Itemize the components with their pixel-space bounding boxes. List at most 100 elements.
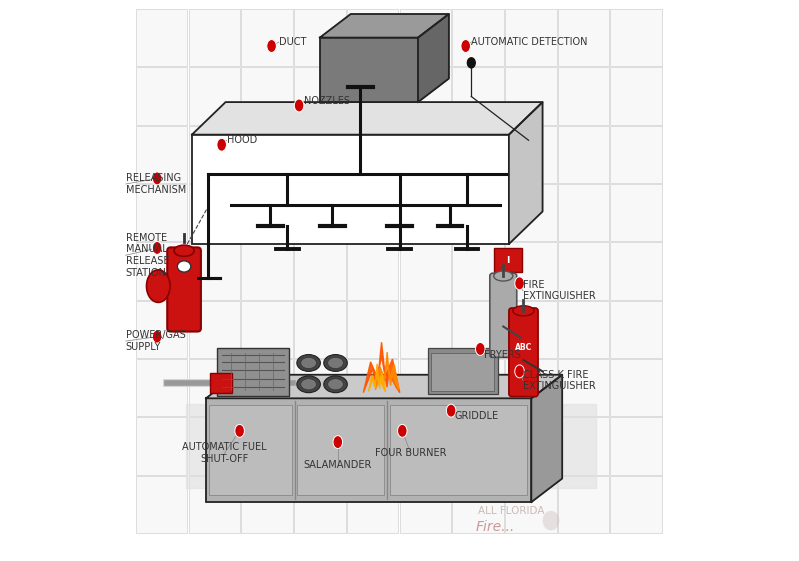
Bar [558, 126, 610, 183]
Bar [452, 126, 504, 183]
Ellipse shape [515, 365, 524, 378]
Bar [400, 67, 451, 125]
Text: ALL FLORIDA: ALL FLORIDA [478, 505, 545, 516]
Bar [347, 301, 399, 358]
Bar [347, 242, 399, 300]
Bar [189, 242, 240, 300]
Text: GRIDDLE: GRIDDLE [455, 411, 499, 421]
Bar [347, 476, 399, 533]
Ellipse shape [543, 511, 559, 531]
Text: FOUR BURNER: FOUR BURNER [375, 448, 447, 458]
Bar [189, 417, 240, 475]
Text: POWER/GAS
SUPPLY: POWER/GAS SUPPLY [125, 330, 185, 352]
Bar [400, 359, 451, 416]
Bar [294, 359, 346, 416]
Bar [294, 417, 346, 475]
Ellipse shape [235, 424, 244, 438]
Bar [610, 67, 662, 125]
Bar [136, 67, 188, 125]
Text: CLASS K FIRE
EXTINGUISHER: CLASS K FIRE EXTINGUISHER [523, 370, 596, 391]
Bar [241, 184, 293, 241]
Ellipse shape [300, 379, 316, 390]
Bar [189, 359, 240, 416]
Polygon shape [509, 102, 543, 244]
Bar [610, 417, 662, 475]
Bar [400, 184, 451, 241]
Polygon shape [376, 352, 399, 390]
Bar [505, 242, 557, 300]
Bar [241, 242, 293, 300]
Bar [400, 242, 451, 300]
Bar [452, 301, 504, 358]
Bar [558, 184, 610, 241]
Bar [189, 476, 240, 533]
Bar [294, 301, 346, 358]
Ellipse shape [398, 424, 407, 438]
Bar [347, 359, 399, 416]
Bar [136, 9, 188, 66]
Bar [427, 348, 498, 394]
Ellipse shape [461, 39, 471, 53]
Bar [400, 301, 451, 358]
Bar [241, 9, 293, 66]
Bar [189, 67, 240, 125]
Bar [136, 359, 188, 416]
Bar [189, 184, 240, 241]
Bar [136, 184, 188, 241]
Ellipse shape [475, 342, 485, 356]
Text: Fire...: Fire... [475, 521, 515, 534]
Ellipse shape [294, 99, 304, 112]
Bar [400, 9, 451, 66]
Bar [505, 476, 557, 533]
Text: REMOTE
MANUAL
RELEASE
STATION: REMOTE MANUAL RELEASE STATION [125, 233, 169, 278]
Polygon shape [368, 364, 385, 392]
Ellipse shape [174, 245, 194, 256]
Bar [452, 67, 504, 125]
Bar [452, 476, 504, 533]
Text: ABC: ABC [515, 343, 532, 352]
Bar [610, 126, 662, 183]
Bar [241, 417, 293, 475]
Ellipse shape [177, 261, 191, 272]
Bar [431, 353, 495, 391]
Ellipse shape [447, 404, 456, 417]
Bar [505, 359, 557, 416]
Bar [241, 67, 293, 125]
Ellipse shape [153, 172, 162, 185]
Bar [452, 184, 504, 241]
Ellipse shape [515, 277, 524, 290]
Bar [241, 476, 293, 533]
Text: AUTOMATIC DETECTION: AUTOMATIC DETECTION [471, 37, 588, 47]
Bar [189, 301, 240, 358]
Bar [297, 405, 384, 495]
Bar [452, 417, 504, 475]
Bar [558, 9, 610, 66]
Bar [452, 242, 504, 300]
Bar [505, 9, 557, 66]
Ellipse shape [267, 39, 276, 53]
Bar [136, 301, 188, 358]
Bar [452, 359, 504, 416]
Text: HOOD: HOOD [227, 135, 257, 145]
Bar [347, 9, 399, 66]
Ellipse shape [324, 376, 348, 393]
Text: FRYERS: FRYERS [483, 350, 520, 360]
Bar [558, 417, 610, 475]
Text: SALAMANDER: SALAMANDER [304, 459, 372, 470]
Bar [610, 242, 662, 300]
Bar [294, 67, 346, 125]
Bar [192, 135, 509, 244]
Bar [320, 38, 418, 102]
Ellipse shape [467, 58, 475, 68]
Bar [494, 248, 522, 272]
Bar [505, 417, 557, 475]
Bar [400, 417, 451, 475]
Bar [189, 9, 240, 66]
Bar [505, 126, 557, 183]
Bar [241, 359, 293, 416]
Bar [136, 242, 188, 300]
Ellipse shape [300, 357, 316, 369]
Bar [347, 67, 399, 125]
Text: I: I [506, 256, 510, 265]
Bar [610, 301, 662, 358]
